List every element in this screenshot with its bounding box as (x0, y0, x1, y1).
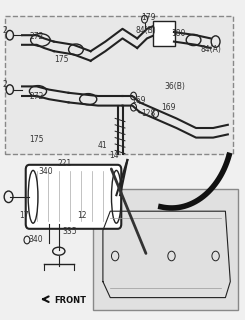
Text: 41: 41 (98, 141, 108, 150)
FancyBboxPatch shape (26, 165, 121, 229)
Text: 128: 128 (141, 109, 155, 118)
FancyBboxPatch shape (93, 189, 238, 310)
Text: 180: 180 (172, 29, 186, 38)
Text: 340: 340 (38, 167, 53, 176)
Text: 272: 272 (29, 32, 44, 41)
Text: 175: 175 (29, 135, 44, 144)
Text: 2: 2 (2, 80, 7, 89)
Text: 12: 12 (77, 212, 87, 220)
Text: 36(B): 36(B) (164, 82, 185, 91)
Text: 84(A): 84(A) (201, 45, 222, 54)
Text: 14: 14 (109, 151, 119, 160)
Text: 169: 169 (131, 96, 146, 105)
Text: 272: 272 (29, 92, 44, 100)
Text: 335: 335 (62, 228, 77, 236)
Text: 169: 169 (162, 103, 176, 112)
Text: 2: 2 (2, 26, 7, 35)
Text: 340: 340 (28, 235, 43, 244)
Text: 84(B): 84(B) (136, 26, 157, 35)
Text: 221: 221 (58, 159, 72, 168)
Text: 179: 179 (141, 13, 155, 22)
FancyBboxPatch shape (153, 21, 175, 46)
Text: 17: 17 (20, 212, 29, 220)
Text: 175: 175 (54, 55, 68, 64)
FancyBboxPatch shape (5, 16, 233, 154)
Text: FRONT: FRONT (54, 296, 86, 305)
